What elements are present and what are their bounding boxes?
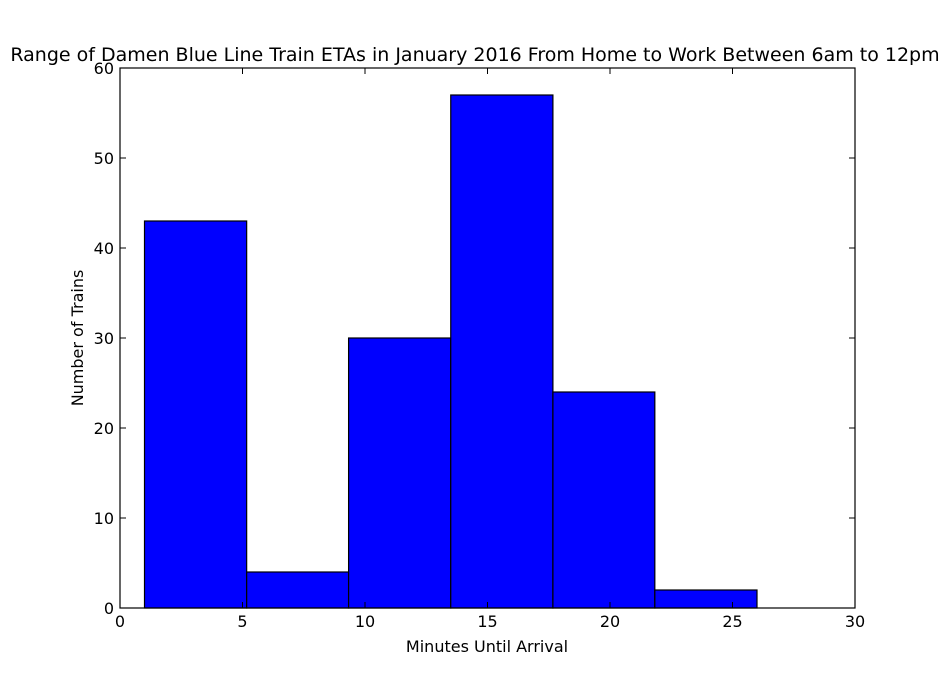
y-axis-label: Number of Trains (68, 270, 87, 407)
y-tick-label: 10 (94, 509, 114, 528)
x-tick-label: 30 (845, 612, 865, 631)
x-tick-label: 5 (237, 612, 247, 631)
histogram-bar-3 (347, 337, 452, 609)
x-tick-label: 15 (477, 612, 497, 631)
y-tick-label: 20 (94, 419, 114, 438)
y-tick-label: 30 (94, 329, 114, 348)
y-tick-label: 0 (104, 599, 114, 618)
chart-title: Range of Damen Blue Line Train ETAs in J… (10, 44, 939, 66)
y-tick-label: 60 (94, 59, 114, 78)
x-tick-label: 10 (355, 612, 375, 631)
y-tick-label: 50 (94, 149, 114, 168)
y-axis-ticks: 0 10 20 30 40 50 60 (94, 59, 855, 618)
x-tick-label: 25 (722, 612, 742, 631)
bars-group (143, 94, 758, 609)
histogram-bar-5 (552, 391, 656, 609)
histogram-bar-6 (654, 589, 758, 609)
x-tick-label: 20 (600, 612, 620, 631)
x-tick-label: 0 (115, 612, 125, 631)
x-axis-ticks: 0 5 10 15 20 25 30 (115, 68, 865, 631)
x-axis-label: Minutes Until Arrival (406, 637, 568, 656)
histogram-bar-1 (143, 220, 248, 609)
y-tick-label: 40 (94, 239, 114, 258)
histogram-bar-4 (450, 94, 554, 609)
histogram-bar-2 (246, 571, 350, 609)
